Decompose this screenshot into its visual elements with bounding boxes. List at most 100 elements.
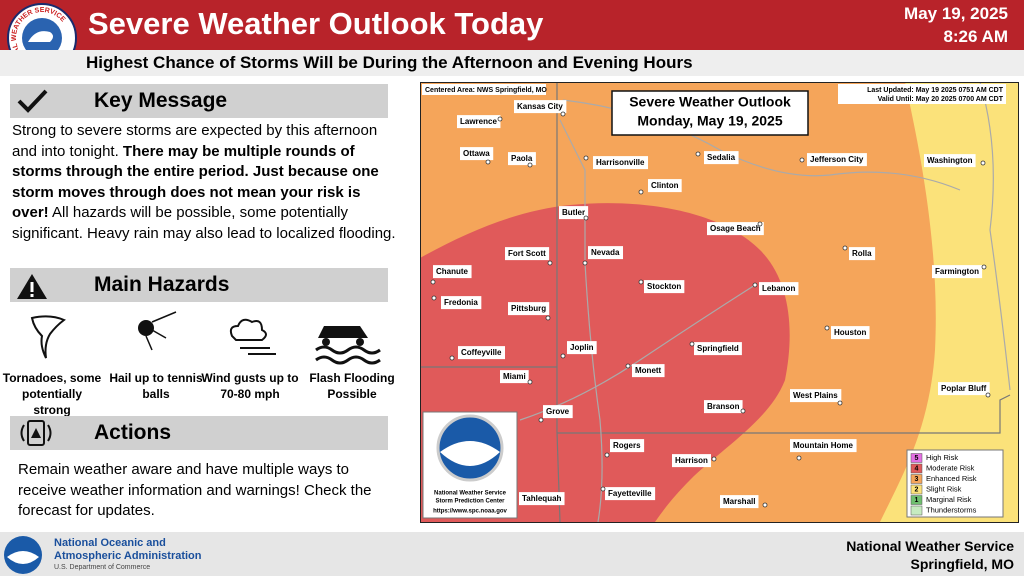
heading: Actions: [94, 421, 172, 444]
city-dot: [796, 455, 802, 461]
legend-label: Thunderstorms: [926, 505, 977, 514]
city-label-bg: [790, 389, 842, 403]
key-message-bar: Key Message: [10, 84, 388, 118]
city-label-bg: [694, 342, 742, 356]
city-dot: [740, 408, 746, 414]
city-label-bg: [519, 492, 565, 506]
city-label: Coffeyville: [461, 348, 502, 357]
city-label-bg: [543, 405, 573, 419]
city-dot: [752, 282, 758, 288]
slight-area: [880, 82, 1018, 522]
footer-bar: [0, 532, 1024, 576]
city-dot: [582, 260, 588, 266]
city-label-bg: [790, 439, 857, 453]
warning-icon: [17, 274, 47, 299]
city-dot: [560, 111, 566, 117]
city-label-bg: [458, 346, 506, 360]
heading: Main Hazards: [94, 273, 230, 296]
city-label: Lebanon: [762, 284, 795, 293]
city-dot: [604, 452, 610, 458]
city-label: Butler: [562, 208, 585, 217]
subtitle-band: [0, 50, 1024, 76]
message-run: All hazards will be possible, some poten…: [12, 204, 396, 242]
city-label: Pittsburg: [511, 304, 546, 313]
location: Springfield, MO: [910, 556, 1014, 572]
legend-swatch: [910, 463, 923, 474]
city-label-bg: [460, 147, 494, 161]
hazard-label: Hail up to tennis balls: [109, 371, 203, 401]
map-subtitle: Monday, May 19, 2025: [637, 113, 782, 129]
city-label: Grove: [546, 407, 570, 416]
city-label: Lawrence: [460, 117, 497, 126]
department: U.S. Department of Commerce: [54, 564, 151, 571]
city-dot: [638, 189, 644, 195]
city-label-bg: [644, 280, 685, 294]
city-label-bg: [924, 154, 976, 168]
city-label: Poplar Bluff: [941, 384, 987, 393]
date: May 19, 2025: [904, 4, 1008, 23]
city-label: Osage Beach: [710, 224, 761, 233]
city-label-bg: [433, 265, 472, 279]
city-label-bg: [932, 265, 983, 279]
message-run: Strong to severe storms are expected by …: [12, 122, 378, 160]
city-dot: [638, 279, 644, 285]
city-label: Harrisonville: [596, 158, 645, 167]
city-dot: [583, 215, 589, 221]
city-label-bg: [759, 282, 799, 296]
hazard-icons: [30, 311, 381, 365]
city-label-bg: [849, 247, 876, 261]
hazards-bar: Main Hazards: [10, 268, 388, 302]
badge-line: https://www.spc.noaa.gov: [433, 509, 507, 515]
legend-swatch: [910, 495, 923, 505]
city-label: Kansas City: [517, 102, 563, 111]
legend-swatch: [910, 474, 923, 484]
city-label: Clinton: [651, 181, 679, 190]
legend-swatch: [910, 505, 923, 516]
city-label-bg: [500, 370, 529, 384]
city-label: Farmington: [935, 267, 979, 276]
city-label: Rolla: [852, 249, 872, 258]
city-label-bg: [605, 487, 656, 501]
label-bg: [838, 84, 1006, 104]
city-dot: [625, 363, 631, 369]
city-label: Jefferson City: [810, 155, 864, 164]
city-dot: [842, 245, 848, 251]
city-label: Mountain Home: [793, 441, 854, 450]
legend-box: [906, 449, 1004, 518]
hazard-label: Tornadoes, some potentially strong: [2, 371, 102, 417]
agency: Atmospheric Administration: [54, 550, 202, 562]
city-dot: [600, 486, 606, 492]
city-dot: [547, 260, 553, 266]
city-dot: [560, 353, 566, 359]
city-label: Rogers: [613, 441, 641, 450]
city-label: Stockton: [647, 282, 681, 291]
city-dot: [824, 325, 830, 331]
legend-swatch: [910, 484, 923, 495]
city-dot: [449, 355, 455, 361]
city-dot: [538, 417, 544, 423]
city-label-bg: [938, 382, 990, 396]
city-dot: [527, 379, 533, 385]
city-dot: [689, 341, 695, 347]
legend-label: High Risk: [926, 453, 958, 462]
message-run: There may be multiple rounds of storms t…: [12, 142, 379, 222]
city-dot: [430, 279, 436, 285]
city-dot: [485, 159, 491, 165]
map-title-box: [611, 90, 809, 136]
city-dot: [711, 456, 717, 462]
valid: Valid Until: May 20 2025 0700 AM CDT: [878, 96, 1004, 103]
city-dot: [757, 221, 763, 227]
legend-level: 2: [915, 486, 919, 493]
legend-level: 4: [915, 465, 919, 472]
city-label: Paola: [511, 154, 533, 163]
city-label-bg: [514, 100, 567, 114]
city-label: Branson: [707, 402, 740, 411]
city-label: Nevada: [591, 248, 620, 257]
city-label: Marshall: [723, 497, 755, 506]
title: Severe Weather Outlook Today: [88, 6, 544, 41]
label-bg: [422, 84, 546, 95]
city-label-bg: [648, 179, 682, 193]
legend-label: Slight Risk: [926, 484, 962, 493]
city-label: Houston: [834, 328, 867, 337]
badge-line: National Weather Service: [434, 491, 507, 497]
